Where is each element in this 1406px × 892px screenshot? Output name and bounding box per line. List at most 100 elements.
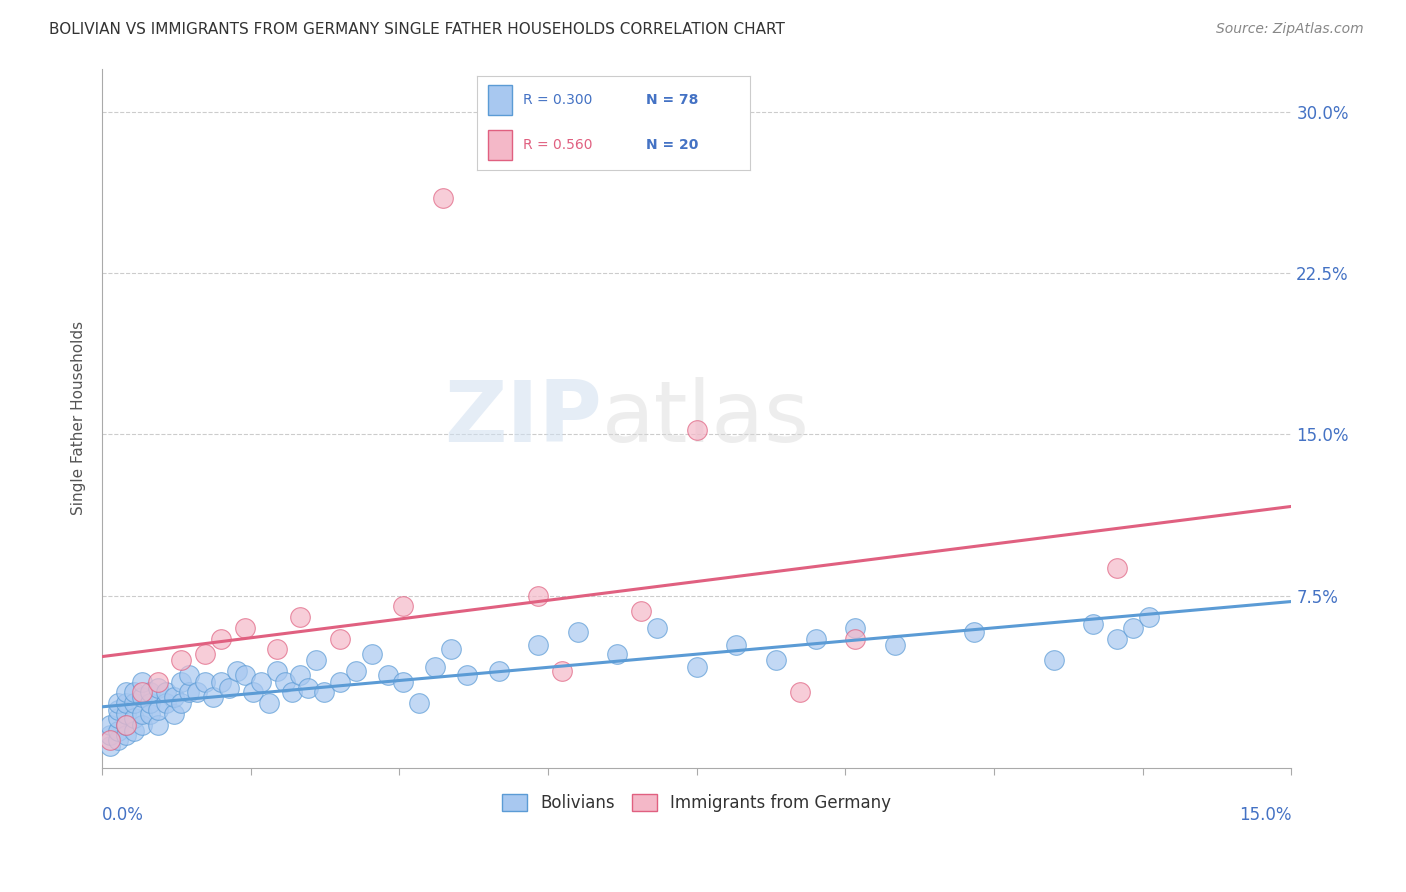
Text: atlas: atlas bbox=[602, 376, 810, 459]
Point bbox=[329, 632, 352, 646]
Point bbox=[170, 653, 193, 667]
Point bbox=[1042, 653, 1064, 667]
Point bbox=[567, 625, 589, 640]
Point bbox=[360, 647, 382, 661]
Point bbox=[209, 674, 232, 689]
Point bbox=[98, 717, 121, 731]
Point bbox=[290, 610, 312, 624]
Text: BOLIVIAN VS IMMIGRANTS FROM GERMANY SINGLE FATHER HOUSEHOLDS CORRELATION CHART: BOLIVIAN VS IMMIGRANTS FROM GERMANY SING… bbox=[49, 22, 785, 37]
Point bbox=[645, 621, 668, 635]
Point bbox=[107, 724, 129, 739]
Point bbox=[844, 621, 866, 635]
Point bbox=[551, 664, 574, 678]
Point bbox=[456, 668, 478, 682]
Point bbox=[146, 717, 169, 731]
Y-axis label: Single Father Households: Single Father Households bbox=[72, 321, 86, 516]
Text: 15.0%: 15.0% bbox=[1239, 806, 1291, 824]
Point bbox=[686, 659, 709, 673]
Point bbox=[170, 674, 193, 689]
Point bbox=[249, 674, 271, 689]
Point bbox=[789, 685, 811, 699]
Point bbox=[131, 685, 153, 699]
Point bbox=[162, 706, 184, 721]
Point bbox=[107, 696, 129, 710]
Point bbox=[186, 685, 208, 699]
Point bbox=[266, 642, 288, 657]
Point bbox=[139, 706, 162, 721]
Point bbox=[131, 706, 153, 721]
Point bbox=[440, 642, 463, 657]
Point bbox=[630, 604, 652, 618]
Point bbox=[170, 696, 193, 710]
Point bbox=[122, 711, 145, 725]
Point bbox=[194, 674, 217, 689]
Point bbox=[115, 717, 138, 731]
Point bbox=[194, 647, 217, 661]
Point bbox=[297, 681, 319, 695]
Point bbox=[107, 703, 129, 717]
Point bbox=[131, 717, 153, 731]
Point bbox=[155, 685, 177, 699]
Point bbox=[1105, 560, 1128, 574]
Point bbox=[290, 668, 312, 682]
Text: Source: ZipAtlas.com: Source: ZipAtlas.com bbox=[1216, 22, 1364, 37]
Point bbox=[1105, 632, 1128, 646]
Point bbox=[606, 647, 628, 661]
Point bbox=[686, 423, 709, 437]
Text: 0.0%: 0.0% bbox=[103, 806, 143, 824]
Point bbox=[209, 632, 232, 646]
Point bbox=[392, 674, 415, 689]
Point bbox=[844, 632, 866, 646]
Point bbox=[392, 599, 415, 614]
Point bbox=[122, 685, 145, 699]
Point bbox=[98, 739, 121, 754]
Point bbox=[257, 696, 280, 710]
Point bbox=[202, 690, 225, 704]
Point bbox=[963, 625, 986, 640]
Point bbox=[1137, 610, 1160, 624]
Point bbox=[146, 703, 169, 717]
Point bbox=[1081, 616, 1104, 631]
Point bbox=[804, 632, 827, 646]
Point bbox=[115, 685, 138, 699]
Point bbox=[725, 638, 748, 652]
Point bbox=[107, 711, 129, 725]
Point bbox=[233, 668, 256, 682]
Point bbox=[884, 638, 907, 652]
Point bbox=[266, 664, 288, 678]
Point bbox=[281, 685, 304, 699]
Text: ZIP: ZIP bbox=[444, 376, 602, 459]
Point bbox=[179, 668, 201, 682]
Point bbox=[131, 690, 153, 704]
Point bbox=[408, 696, 430, 710]
Point bbox=[425, 659, 447, 673]
Point bbox=[146, 681, 169, 695]
Point bbox=[305, 653, 328, 667]
Point bbox=[122, 724, 145, 739]
Point bbox=[98, 732, 121, 747]
Point bbox=[155, 696, 177, 710]
Point bbox=[377, 668, 399, 682]
Point bbox=[107, 732, 129, 747]
Point bbox=[765, 653, 787, 667]
Point bbox=[115, 728, 138, 742]
Point bbox=[162, 690, 184, 704]
Point bbox=[273, 674, 295, 689]
Point bbox=[432, 191, 454, 205]
Point bbox=[146, 674, 169, 689]
Point bbox=[115, 717, 138, 731]
Point bbox=[1122, 621, 1144, 635]
Point bbox=[242, 685, 264, 699]
Point bbox=[122, 696, 145, 710]
Point bbox=[488, 664, 510, 678]
Point bbox=[139, 696, 162, 710]
Point bbox=[314, 685, 336, 699]
Point bbox=[139, 685, 162, 699]
Point bbox=[344, 664, 367, 678]
Point bbox=[131, 674, 153, 689]
Point bbox=[218, 681, 240, 695]
Point bbox=[98, 728, 121, 742]
Legend: Bolivians, Immigrants from Germany: Bolivians, Immigrants from Germany bbox=[496, 788, 898, 819]
Point bbox=[115, 696, 138, 710]
Point bbox=[115, 706, 138, 721]
